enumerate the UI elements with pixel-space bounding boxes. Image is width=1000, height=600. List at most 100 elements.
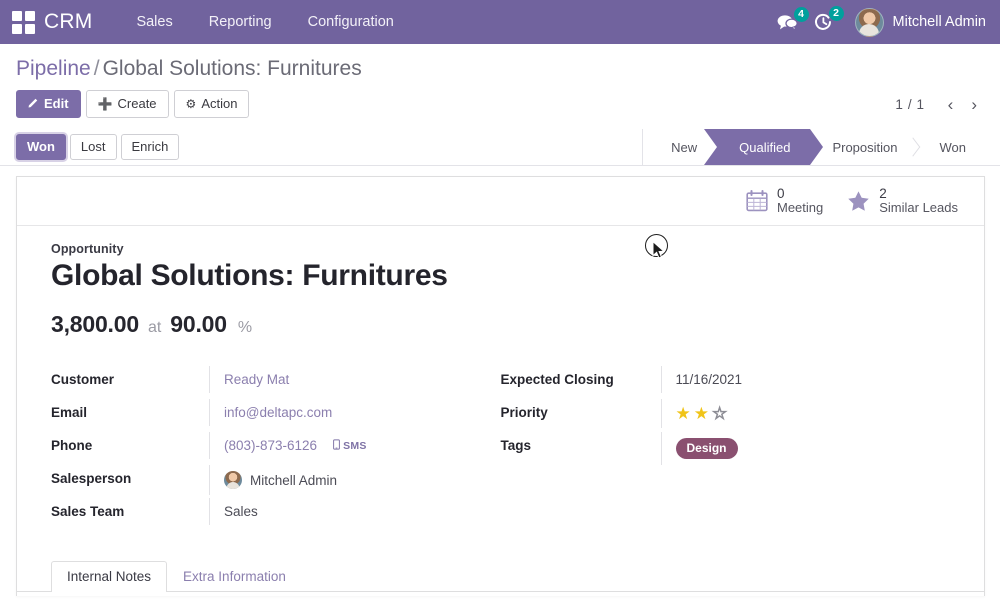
smart-button-meeting-label: Meeting: [776, 200, 824, 215]
star-empty-3-icon[interactable]: ☆: [711, 404, 728, 423]
probability-value: 90.00: [170, 311, 227, 337]
revenue-probability-row: 3,800.00 at 90.00 %: [51, 311, 950, 338]
at-label: at: [147, 319, 162, 336]
sales-team-value: Sales: [224, 504, 258, 519]
app-brand-crm[interactable]: CRM: [44, 10, 93, 33]
menu-item-reporting[interactable]: Reporting: [208, 14, 272, 30]
status-badge[interactable]: Design: [675, 438, 738, 459]
field-email-value-cell[interactable]: info@deltapc.com: [209, 399, 471, 426]
user-name: Mitchell Admin: [892, 14, 986, 30]
edit-button[interactable]: Edit: [16, 90, 81, 118]
stage-proposition[interactable]: Proposition: [810, 129, 917, 165]
action-button-label: Action: [201, 96, 238, 111]
mark-lost-button[interactable]: Lost: [69, 134, 117, 160]
apps-grid-icon[interactable]: [10, 9, 36, 35]
tab-extra-information[interactable]: Extra Information: [183, 569, 286, 584]
mobile-icon: [333, 438, 340, 453]
field-expected-closing-label: Expected Closing: [500, 372, 614, 387]
field-customer-value-cell[interactable]: Ready Mat: [209, 366, 471, 393]
record-type-label: Opportunity: [51, 242, 124, 256]
enrich-button[interactable]: Enrich: [120, 134, 180, 160]
smart-button-similar-leads-value: 2: [879, 186, 887, 201]
salesperson-avatar: [224, 471, 242, 489]
field-group-right: Expected Closing 11/16/2021 Priority ★ ★…: [501, 366, 951, 531]
smart-button-box: 0 Meeting 2 Similar Leads: [17, 177, 984, 226]
smart-button-similar-leads[interactable]: 2 Similar Leads: [835, 185, 970, 217]
field-expected-closing-value-cell[interactable]: 11/16/2021: [660, 366, 951, 393]
user-menu[interactable]: Mitchell Admin: [854, 7, 986, 37]
field-phone-label: Phone: [51, 438, 93, 453]
sheet-body: Opportunity Global Solutions: Furnitures…: [17, 226, 984, 531]
clock-activity-icon[interactable]: 2: [814, 5, 844, 32]
activities-badge: 2: [828, 5, 844, 21]
smart-button-meeting-value: 0: [776, 186, 785, 201]
notebook-tabs: Internal Notes Extra Information: [17, 561, 984, 592]
expected-closing-value: 11/16/2021: [675, 372, 743, 387]
customer-link[interactable]: Ready Mat: [224, 372, 290, 387]
messages-badge: 4: [793, 6, 809, 22]
menu-item-configuration[interactable]: Configuration: [307, 14, 394, 30]
stage-won[interactable]: Won: [939, 139, 967, 155]
field-customer: Customer Ready Mat: [51, 366, 471, 399]
create-button-label: Create: [117, 96, 157, 111]
mark-won-button[interactable]: Won: [16, 134, 66, 160]
smart-button-meeting[interactable]: 0 Meeting: [734, 185, 835, 217]
field-phone-value-cell[interactable]: (803)-873-6126 SMS: [209, 432, 471, 459]
star-filled-2-icon[interactable]: ★: [693, 404, 709, 423]
chevron-right-icon[interactable]: ›: [971, 94, 977, 114]
calendar-icon: [746, 190, 768, 212]
priority-stars[interactable]: ★ ★ ☆: [675, 404, 728, 423]
email-link[interactable]: info@deltapc.com: [224, 405, 333, 420]
edit-button-label: Edit: [44, 96, 69, 111]
top-navbar: CRM Sales Reporting Configuration 4 2 Mi…: [0, 0, 1000, 44]
breadcrumb-current: Global Solutions: Furnitures: [102, 57, 362, 80]
field-salesperson-value-cell[interactable]: Mitchell Admin: [209, 465, 471, 495]
action-button[interactable]: ⚙ Action: [173, 90, 250, 118]
field-tags-value-cell[interactable]: Design: [660, 432, 951, 465]
create-button[interactable]: ➕ Create: [85, 90, 169, 118]
main-menu: Sales Reporting Configuration: [118, 0, 411, 44]
expected-revenue-value: 3,800.00: [51, 311, 139, 337]
send-sms-label: SMS: [343, 439, 367, 452]
breadcrumb-separator: /: [93, 57, 100, 80]
field-priority-value-cell[interactable]: ★ ★ ☆: [660, 399, 951, 428]
field-sales-team-value-cell[interactable]: Sales: [209, 498, 471, 525]
breadcrumb-root[interactable]: Pipeline: [16, 57, 91, 80]
field-tags: Tags Design: [501, 432, 951, 465]
field-priority-label: Priority: [500, 405, 548, 420]
salesperson-name: Mitchell Admin: [250, 472, 338, 488]
pencil-icon: [28, 97, 39, 110]
field-expected-closing: Expected Closing 11/16/2021: [501, 366, 951, 399]
field-tags-label: Tags: [500, 438, 532, 453]
stage-pipeline: New Qualified Proposition Won: [642, 129, 986, 165]
sheet-background: 0 Meeting 2 Similar Leads Opportunity Gl: [0, 166, 1000, 596]
smart-button-similar-leads-label: Similar Leads: [879, 200, 958, 215]
field-group-left: Customer Ready Mat Email info@deltapc.co…: [51, 366, 501, 531]
avatar: [854, 7, 884, 37]
field-email-label: Email: [51, 405, 88, 420]
page-title: Global Solutions: Furnitures: [51, 259, 448, 292]
field-salesperson: Salesperson Mitchell Admin: [51, 465, 471, 498]
tab-internal-notes[interactable]: Internal Notes: [51, 561, 168, 592]
field-email: Email info@deltapc.com: [51, 399, 471, 432]
record-sheet: 0 Meeting 2 Similar Leads Opportunity Gl: [16, 176, 985, 596]
messages-icon[interactable]: 4: [777, 6, 809, 31]
pager-value: 1 / 1: [895, 96, 925, 112]
control-panel: Edit ➕ Create ⚙ Action 1 / 1 ‹ ›: [0, 81, 1000, 129]
navbar-right-tools: 4 2 Mitchell Admin: [777, 5, 986, 37]
status-bar: Won Lost Enrich New Qualified Propositio…: [0, 129, 1000, 166]
gear-icon: ⚙: [185, 96, 197, 111]
plus-icon: ➕: [97, 96, 113, 111]
pager: 1 / 1 ‹ ›: [895, 96, 984, 113]
menu-item-sales[interactable]: Sales: [136, 14, 173, 30]
star-icon: [847, 190, 870, 212]
field-customer-label: Customer: [51, 372, 115, 387]
phone-link[interactable]: (803)-873-6126: [224, 438, 318, 453]
stage-new[interactable]: New: [649, 129, 717, 165]
star-filled-1-icon[interactable]: ★: [675, 404, 691, 423]
field-groups: Customer Ready Mat Email info@deltapc.co…: [51, 366, 950, 531]
chevron-left-icon[interactable]: ‹: [947, 94, 954, 114]
stage-qualified[interactable]: Qualified: [704, 129, 824, 165]
send-sms-button[interactable]: SMS: [333, 438, 367, 453]
field-salesperson-label: Salesperson: [51, 471, 132, 486]
